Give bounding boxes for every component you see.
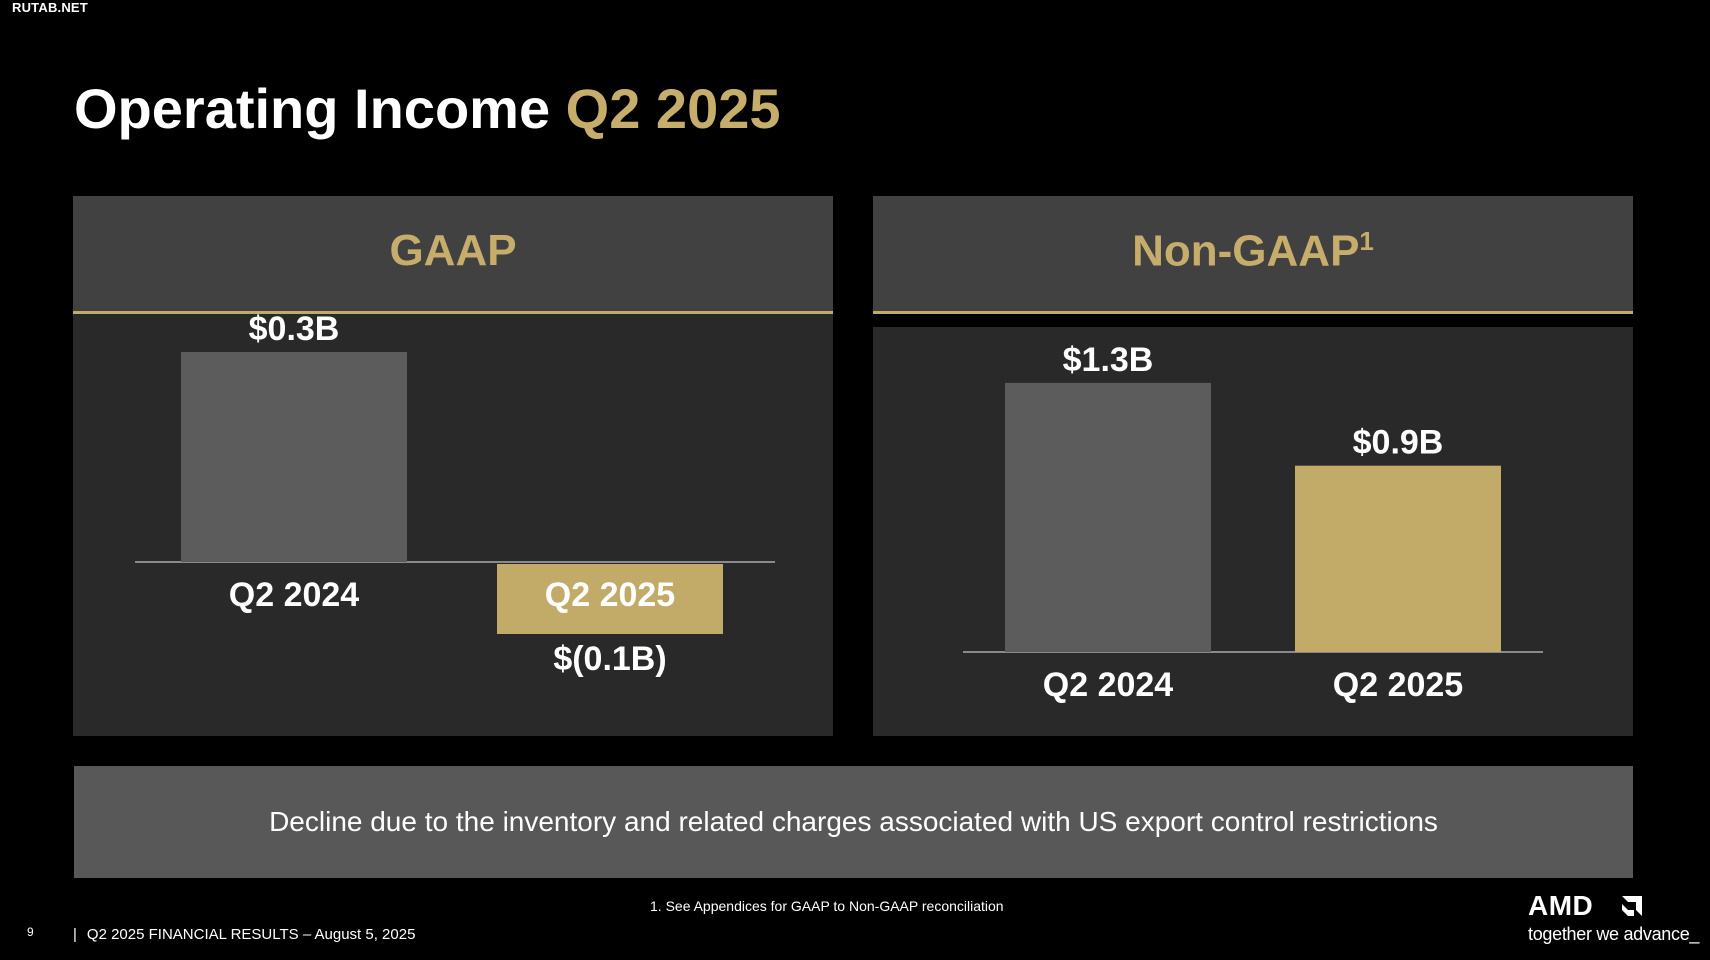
bar-q2-2025 xyxy=(497,564,723,634)
logo-wordmark: AMD xyxy=(1528,890,1594,921)
data-label: $0.3B xyxy=(249,310,340,348)
gaap-chart: $0.3B Q2 2024 $(0.1B) Q2 2025 xyxy=(135,310,775,678)
non-gaap-heading-text: Non-GAAP xyxy=(1132,226,1360,276)
title-accent: Q2 2025 xyxy=(565,77,781,140)
gaap-panel-header: GAAP xyxy=(73,196,833,314)
category-label: Q2 2024 xyxy=(1043,666,1174,704)
footer: | Q2 2025 FINANCIAL RESULTS – August 5, 2… xyxy=(73,926,415,943)
data-label: $1.3B xyxy=(1063,341,1154,379)
footer-text: Q2 2025 FINANCIAL RESULTS – August 5, 20… xyxy=(86,926,416,943)
data-label: $(0.1B) xyxy=(553,640,666,678)
gaap-heading: GAAP xyxy=(389,226,517,275)
title-main: Operating Income xyxy=(74,77,551,140)
footnote-marker: 1 xyxy=(1359,226,1374,256)
category-label: Q2 2025 xyxy=(1333,666,1463,704)
non-gaap-chart: $1.3B Q2 2024 $0.9B Q2 2025 xyxy=(963,341,1543,704)
non-gaap-panel-header: Non-GAAP1 xyxy=(873,196,1633,314)
callout-text: Decline due to the inventory and related… xyxy=(269,806,1438,837)
page-title: Operating Income Q2 2025 xyxy=(74,76,781,141)
bar-q2-2024 xyxy=(1005,382,1211,652)
amd-logo: AMD together we advance_ xyxy=(1528,890,1700,950)
data-label: $0.9B xyxy=(1353,424,1444,462)
non-gaap-heading: Non-GAAP1 xyxy=(873,226,1633,277)
footer-separator: | xyxy=(73,926,77,943)
category-label: Q2 2024 xyxy=(229,576,360,614)
non-gaap-panel-body xyxy=(873,327,1633,736)
bar-q2-2024 xyxy=(181,352,407,562)
watermark: RUTAB.NET xyxy=(12,0,88,15)
footnote: 1. See Appendices for GAAP to Non-GAAP r… xyxy=(650,898,1004,914)
amd-arrow-icon xyxy=(1622,896,1642,916)
category-label: Q2 2025 xyxy=(545,576,675,614)
logo-tagline: together we advance_ xyxy=(1528,924,1700,944)
page-number: 9 xyxy=(27,925,34,939)
bar-q2-2025 xyxy=(1295,465,1501,652)
callout-box: Decline due to the inventory and related… xyxy=(74,766,1633,878)
